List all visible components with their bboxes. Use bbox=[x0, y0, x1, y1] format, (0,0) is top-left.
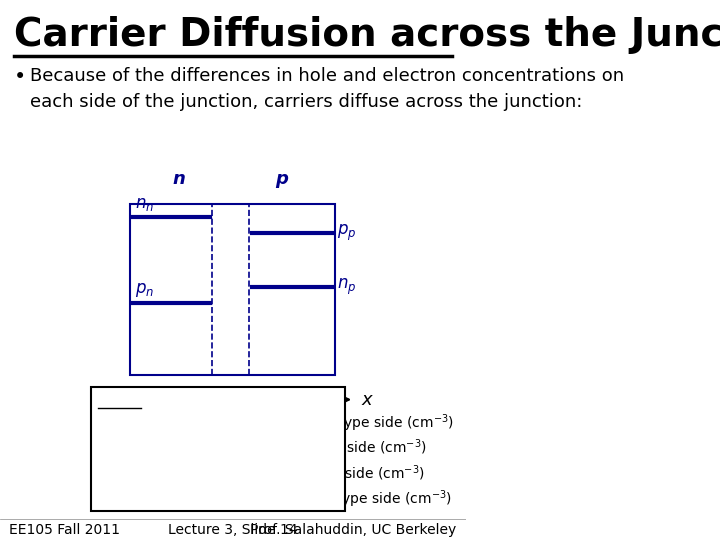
Text: $p_p$: $p_p$ bbox=[337, 223, 356, 244]
Text: $n_n$ $\equiv$ electron concentration on N-type side (cm$^{-3}$): $n_n$ $\equiv$ electron concentration on… bbox=[98, 413, 454, 434]
Text: Prof. Salahuddin, UC Berkeley: Prof. Salahuddin, UC Berkeley bbox=[250, 523, 456, 537]
Text: $n_n$: $n_n$ bbox=[135, 195, 154, 213]
Text: $x$: $x$ bbox=[361, 390, 374, 409]
Text: p: p bbox=[275, 170, 288, 188]
Text: $x_1$: $x_1$ bbox=[203, 413, 220, 429]
Text: $x_2$: $x_2$ bbox=[240, 413, 258, 429]
Text: •: • bbox=[14, 67, 26, 87]
FancyBboxPatch shape bbox=[91, 387, 345, 511]
Text: n: n bbox=[173, 170, 186, 188]
Text: $n_p$ $\equiv$ electron concentration on P-type side (cm$^{-3}$): $n_p$ $\equiv$ electron concentration on… bbox=[98, 488, 452, 511]
Text: $p_n$: $p_n$ bbox=[135, 281, 154, 299]
Text: $p_n$ $\equiv$ hole concentration on N-type side (cm$^{-3}$): $p_n$ $\equiv$ hole concentration on N-t… bbox=[98, 438, 426, 460]
Text: $p_p$ $\equiv$ hole concentration on P-type side (cm$^{-3}$): $p_p$ $\equiv$ hole concentration on P-t… bbox=[98, 463, 425, 486]
Text: Because of the differences in hole and electron concentrations on
each side of t: Because of the differences in hole and e… bbox=[30, 67, 624, 111]
Text: Lecture 3, Slide 14: Lecture 3, Slide 14 bbox=[168, 523, 297, 537]
Text: Carrier Diffusion across the Junction: Carrier Diffusion across the Junction bbox=[14, 16, 720, 54]
Text: EE105 Fall 2011: EE105 Fall 2011 bbox=[9, 523, 120, 537]
Text: Notation:: Notation: bbox=[98, 394, 179, 409]
Text: $n_p$: $n_p$ bbox=[337, 277, 356, 297]
FancyBboxPatch shape bbox=[130, 204, 336, 375]
